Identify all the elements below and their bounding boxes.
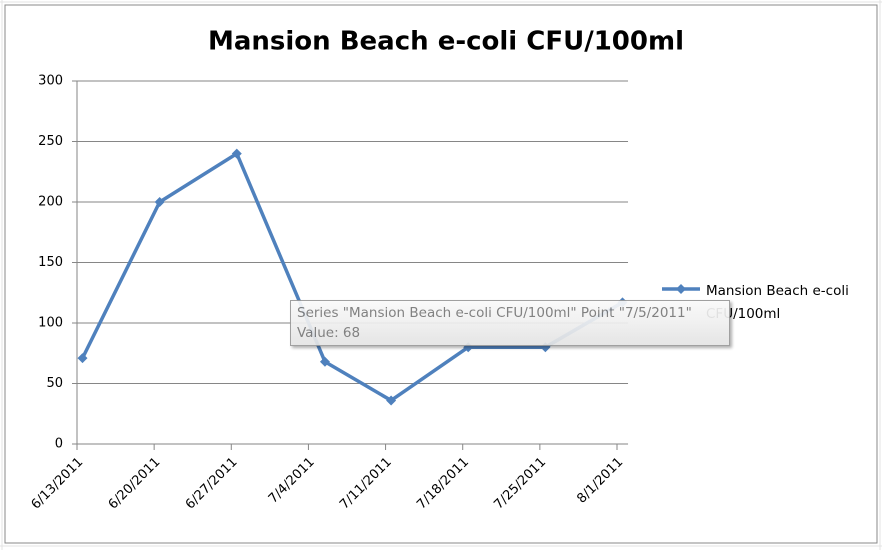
- legend-marker: [676, 284, 686, 294]
- y-tick-label: 0: [55, 437, 63, 452]
- y-tick-label: 200: [38, 195, 63, 210]
- legend-label: Mansion Beach e-coli CFU/100ml: [706, 283, 849, 322]
- marker: [319, 356, 330, 367]
- tooltip-line: Series "Mansion Beach e-coli CFU/100ml" …: [297, 305, 692, 321]
- chart-area: [4, 4, 878, 544]
- tooltip-line: Value: 68: [297, 325, 361, 341]
- marker: [386, 395, 397, 406]
- tooltip: Series "Mansion Beach e-coli CFU/100ml" …: [290, 300, 730, 346]
- chart-title: Mansion Beach e-coli CFU/100ml: [208, 27, 684, 57]
- marker: [154, 197, 165, 207]
- marker: [231, 148, 242, 159]
- marker: [77, 353, 88, 364]
- y-tick-label: 100: [38, 316, 63, 331]
- y-tick-label: 50: [46, 376, 63, 391]
- y-tick-label: 150: [38, 255, 63, 270]
- series-line: [80, 151, 624, 403]
- y-tick-label: 250: [38, 134, 63, 149]
- y-tick-label: 300: [38, 74, 63, 89]
